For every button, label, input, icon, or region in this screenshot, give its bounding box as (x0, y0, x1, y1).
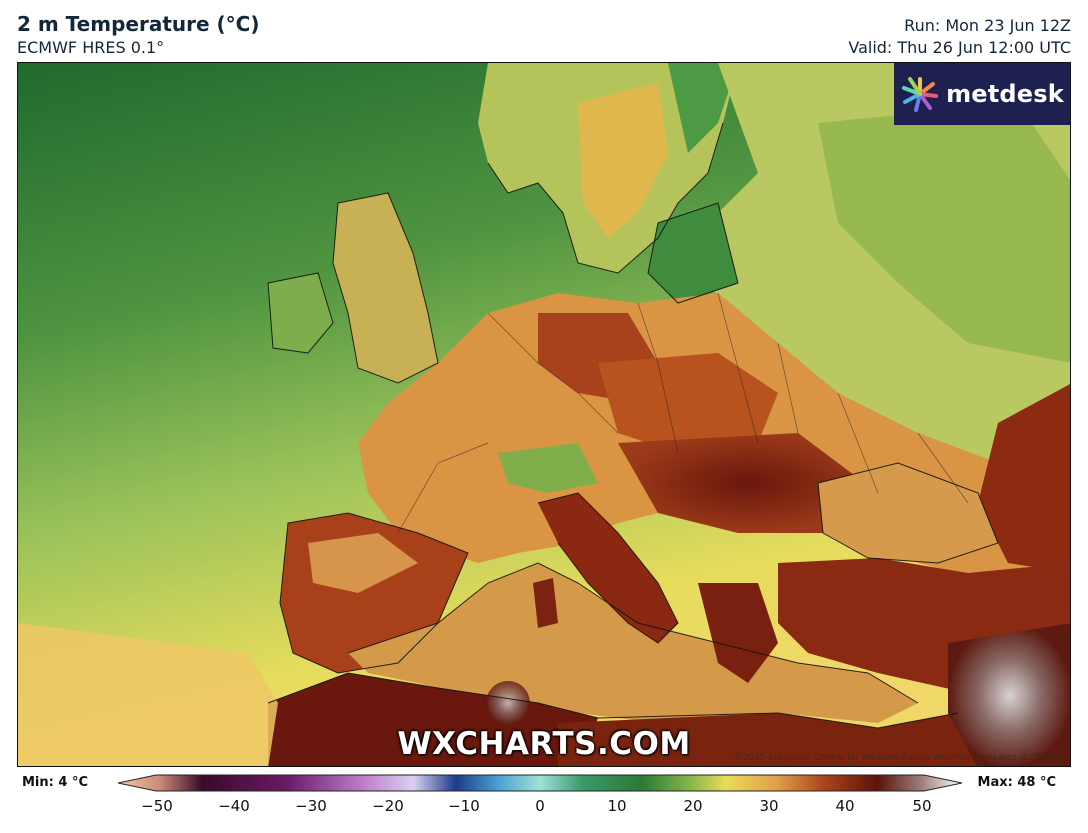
country-borders (397, 292, 969, 534)
northern-spain-warm-area (308, 533, 418, 593)
black-sea (818, 463, 998, 563)
temperature-map: metdesk WXCHARTS.COM ©2025 European Cent… (17, 62, 1071, 767)
colorbar-tick-label: −30 (295, 797, 327, 815)
corsica-sardinia (533, 578, 558, 628)
italy (538, 493, 678, 643)
balkans-hot-core (618, 433, 878, 533)
ireland (268, 273, 333, 353)
sweden-warm-area (578, 83, 668, 238)
valid-time-label: Valid: Thu 26 Jun 12:00 UTC (848, 38, 1071, 57)
ecmwf-copyright: ©2025 European Centre for Medium-Range W… (733, 753, 1060, 763)
legend-min-label: Min: 4 °C (22, 775, 88, 790)
colorbar-tick-label: 30 (759, 797, 779, 815)
colorbar-tick-label: 40 (835, 797, 855, 815)
model-label: ECMWF HRES 0.1° (17, 38, 165, 57)
poland-czech-hot-area (598, 353, 778, 453)
atlantic-warm-band (18, 623, 278, 766)
colorbar-tick-label: −40 (218, 797, 250, 815)
colorbar-tick-labels: −50 −40 −30 −20 −10 0 10 20 30 40 50 (0, 797, 1088, 821)
great-britain (333, 193, 438, 383)
russia-cooler-area (818, 103, 1070, 363)
wxcharts-watermark: WXCHARTS.COM (397, 726, 691, 762)
colorbar-tick-label: −20 (372, 797, 404, 815)
greece (698, 583, 778, 683)
colorbar-tick-label: 10 (607, 797, 627, 815)
temperature-colorbar (118, 774, 962, 792)
north-africa-west (268, 673, 598, 766)
colorbar-tick-label: 20 (683, 797, 703, 815)
north-africa-east (558, 703, 1070, 766)
metdesk-wordmark: metdesk (946, 80, 1064, 108)
baltic-sea (648, 203, 738, 303)
colorbar-bar (118, 774, 962, 792)
legend-max-label: Max: 48 °C (977, 775, 1056, 790)
metdesk-burst-icon (902, 77, 939, 112)
atlas-peak-area (486, 681, 530, 725)
metdesk-logo: metdesk (894, 63, 1070, 125)
alps-cool-band (498, 443, 598, 493)
colorbar-tick-label: −50 (141, 797, 173, 815)
colorbar-tick-label: 50 (912, 797, 932, 815)
map-title: 2 m Temperature (°C) (17, 12, 260, 36)
coastlines (267, 122, 999, 729)
caucasus-hot-area (978, 384, 1070, 573)
colorbar-tick-label: 0 (535, 797, 545, 815)
middle-east-peak-area (948, 623, 1070, 766)
gulf-of-bothnia (668, 63, 738, 153)
temperature-field (18, 63, 1070, 766)
mediterranean-sea (348, 563, 918, 723)
run-time-label: Run: Mon 23 Jun 12Z (904, 16, 1071, 35)
colorbar-tick-label: −10 (448, 797, 480, 815)
